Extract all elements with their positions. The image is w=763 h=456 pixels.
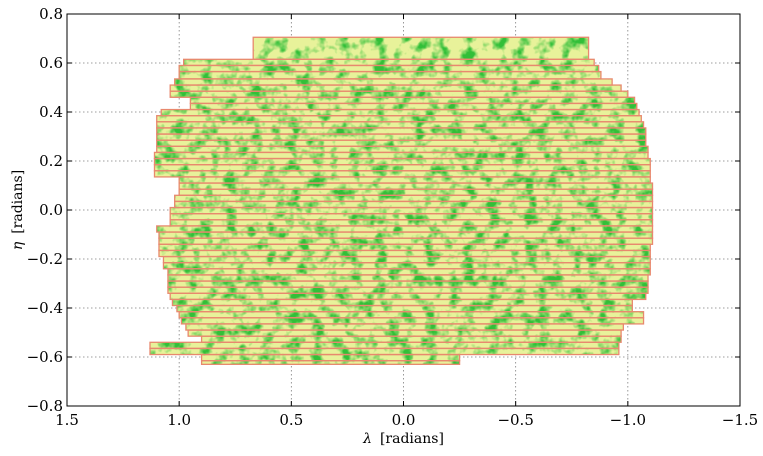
stripe-galaxies — [167, 281, 649, 288]
stripe-galaxies — [179, 176, 651, 184]
stripe-galaxies — [188, 330, 622, 337]
y-tick-label: 0.6 — [39, 54, 63, 72]
stripe-galaxies — [158, 244, 651, 251]
stripe-galaxies — [174, 78, 613, 86]
x-tick-labels: 1.5 1.0 0.5 0.0 −0.5 −1.0 −1.5 — [55, 411, 758, 429]
stripe-galaxies — [183, 59, 595, 66]
stripe-galaxies — [170, 91, 628, 98]
stripe-galaxies — [201, 360, 460, 365]
stripe-outlines — [149, 36, 654, 365]
y-tick-label: 0.0 — [39, 201, 63, 219]
stripe-galaxies — [179, 189, 653, 196]
stripe-galaxies — [179, 311, 644, 318]
stripe-galaxies — [163, 262, 651, 269]
x-tick-label: 0.5 — [279, 411, 303, 429]
stripe-galaxies — [170, 213, 653, 220]
stripe-galaxies — [170, 85, 622, 92]
stripe-galaxies — [181, 317, 644, 324]
stripe-galaxies — [201, 354, 460, 361]
stripe-galaxies — [179, 71, 601, 79]
galaxy-density-texture — [150, 37, 653, 365]
stripe-galaxies — [253, 37, 589, 60]
x-axis-symbol: λ — [362, 431, 372, 447]
stripe-galaxies — [170, 293, 646, 300]
stripe-galaxies — [201, 336, 622, 343]
stripe-galaxies — [150, 342, 619, 349]
stripe-galaxies — [156, 225, 653, 233]
y-axis-symbol: η — [10, 241, 26, 250]
y-tick-label: −0.6 — [27, 348, 63, 366]
y-tick-label: −0.8 — [27, 397, 63, 415]
stripe-galaxies — [156, 115, 642, 122]
stripe-galaxies — [161, 109, 640, 116]
stripe-galaxies — [154, 164, 651, 171]
y-tick-label: 0.8 — [39, 5, 63, 23]
x-axis-label: λ [radians] — [362, 431, 444, 447]
stripe-galaxies — [156, 134, 646, 141]
x-tick-label: −1.5 — [722, 411, 758, 429]
stripe-galaxies — [167, 274, 649, 282]
x-tick-label: −1.0 — [610, 411, 646, 429]
y-tick-label: −0.2 — [27, 250, 63, 268]
stripe-galaxies — [156, 146, 649, 153]
stripe-galaxies — [158, 238, 653, 245]
stripe-galaxies — [176, 305, 633, 312]
stripe-galaxies — [190, 103, 637, 110]
x-tick-label: 1.5 — [55, 411, 79, 429]
stripe-galaxies — [156, 140, 646, 147]
stripe-galaxies — [154, 158, 651, 165]
stripe-galaxies — [190, 97, 635, 104]
y-tick-label: 0.2 — [39, 152, 63, 170]
x-tick-label: 0.0 — [392, 411, 416, 429]
stripe-galaxies — [156, 127, 646, 135]
stripe-galaxies — [163, 256, 651, 263]
stripe-galaxies — [158, 232, 653, 239]
axis-ticks — [66, 13, 741, 407]
y-tick-labels: 0.8 0.6 0.4 0.2 0.0 −0.2 −0.4 −0.6 −0.8 — [27, 5, 63, 415]
stripe-galaxies — [179, 65, 599, 72]
y-tick-label: −0.4 — [27, 299, 63, 317]
stripe-outline — [200, 360, 461, 365]
stripe-galaxies — [154, 170, 651, 177]
stripe-galaxies — [167, 268, 651, 275]
stripe-galaxies — [185, 323, 624, 331]
stripe-galaxies — [158, 250, 651, 257]
stripe-galaxies — [179, 183, 653, 190]
x-tick-label: −0.5 — [497, 411, 533, 429]
y-axis-label: η [radians] — [10, 170, 26, 250]
stripe-galaxies — [174, 201, 653, 208]
stripe-galaxies — [167, 287, 649, 294]
x-axis-unit: [radians] — [380, 431, 444, 447]
y-tick-label: 0.4 — [39, 103, 63, 121]
y-axis-unit: [radians] — [10, 170, 26, 234]
stripe-galaxies — [174, 195, 653, 202]
x-tick-label: 1.0 — [167, 411, 191, 429]
stripe-galaxies — [150, 348, 619, 355]
stripe-galaxies — [154, 152, 649, 159]
stripe-galaxies — [172, 299, 633, 306]
stripe-galaxies — [156, 121, 644, 128]
stripe-galaxies — [170, 219, 653, 226]
stripe-galaxies — [170, 207, 653, 214]
